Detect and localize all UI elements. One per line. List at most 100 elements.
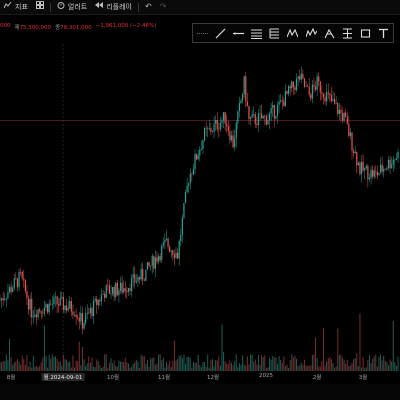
volume-bar (54, 356, 56, 371)
volume-bar (102, 366, 104, 371)
indicators-button[interactable]: 지표 (0, 0, 32, 14)
candle-body (275, 115, 277, 119)
candle-body (295, 78, 298, 90)
volume-bar (224, 361, 226, 371)
volume-bar (170, 367, 172, 371)
alerts-button[interactable]: 얼러트 (53, 0, 91, 14)
candle-body (300, 73, 302, 80)
volume-bar (246, 356, 248, 371)
candle-body (354, 151, 356, 154)
candle-body (222, 112, 225, 121)
volume-bar (2, 361, 4, 371)
volume-bar (189, 357, 191, 371)
volume-bar (61, 365, 63, 371)
replay-button[interactable]: 리플레이 (91, 0, 136, 14)
elliott-wave-icon[interactable] (304, 26, 318, 40)
candle-body (67, 308, 69, 311)
volume-bar (305, 365, 307, 371)
crosshair-icon[interactable] (195, 26, 209, 40)
templates-button[interactable] (32, 0, 48, 14)
volume-bar (58, 361, 60, 371)
volume-bar (280, 359, 282, 371)
high-label: 제 (14, 25, 20, 31)
volume-bar (348, 365, 350, 371)
text-icon[interactable] (377, 26, 391, 40)
volume-bar (146, 360, 148, 371)
volume-bar (29, 361, 31, 371)
volume-bar (204, 362, 206, 371)
close-value: 78,301,000 (60, 25, 92, 31)
volume-bar (115, 365, 117, 371)
redo-button[interactable]: ↷ (156, 0, 171, 14)
volume-bar (26, 354, 28, 371)
pattern-icon[interactable] (286, 26, 300, 40)
ohlc-legend: 000 제75,300,000 종78,301,000 −1,961,000 (… (0, 23, 156, 31)
volume-bar (161, 360, 163, 371)
candle-body (346, 116, 348, 124)
candle-body (332, 99, 334, 101)
candle-body (294, 87, 296, 90)
volume-bar (211, 359, 213, 371)
trend-line-icon[interactable] (213, 26, 227, 40)
candle-body (383, 168, 385, 172)
volume-bar (67, 362, 69, 371)
grid-icon (35, 0, 44, 14)
candle-body (48, 303, 50, 313)
volume-bar (308, 365, 310, 371)
volume-bar (324, 365, 326, 371)
volume-bar (242, 355, 244, 371)
candle-body (85, 313, 87, 323)
volume-bar (235, 354, 237, 371)
candle-body (349, 132, 352, 136)
volume-bar (335, 366, 337, 371)
volume-bar (156, 363, 158, 371)
fib-retracement-icon[interactable] (250, 26, 264, 40)
volume-bar (192, 361, 194, 371)
volume-bar (4, 361, 6, 371)
candle-body (368, 177, 371, 180)
candle-body (287, 86, 290, 94)
volume-bar (194, 363, 196, 371)
candle-body (330, 94, 333, 101)
rectangle-icon[interactable] (359, 26, 373, 40)
volume-bar (37, 367, 39, 371)
candle-body (322, 94, 325, 98)
candle-body (56, 296, 58, 305)
candle-body (119, 282, 122, 291)
volume-bar (148, 366, 150, 371)
volume-bar (356, 352, 358, 371)
volume-bar (259, 364, 261, 371)
volume-bar (286, 364, 288, 371)
volume-bar (154, 364, 156, 371)
pitchfork-icon[interactable] (268, 26, 282, 40)
candle-body (137, 277, 139, 282)
volume-bar (342, 358, 344, 371)
volume-bar (199, 364, 201, 371)
volume-bar (270, 359, 272, 371)
candle-body (140, 268, 142, 280)
candle-body (264, 115, 266, 117)
volume-bar (112, 363, 114, 371)
volume-bar (391, 361, 393, 371)
volume-bar (326, 361, 328, 371)
candle-body (232, 135, 234, 148)
candle-body (276, 104, 279, 116)
candle-body (254, 113, 256, 124)
candlestick-chart[interactable] (0, 44, 400, 371)
volume-bar (265, 367, 267, 371)
volume-bar (75, 360, 77, 371)
candle-body (235, 122, 237, 139)
volume-bar (292, 357, 294, 371)
projection-icon[interactable] (340, 26, 354, 40)
candle-body (395, 158, 398, 160)
long-position-icon[interactable] (322, 26, 336, 40)
volume-bar (69, 361, 71, 371)
candle-body (167, 238, 169, 247)
candle-body (305, 85, 307, 87)
candle-body (326, 92, 328, 102)
candle-body (286, 91, 288, 94)
undo-button[interactable]: ↶ (141, 0, 156, 14)
candle-body (138, 277, 141, 280)
volume-bar (78, 341, 80, 371)
horizontal-line-icon[interactable] (231, 26, 245, 40)
